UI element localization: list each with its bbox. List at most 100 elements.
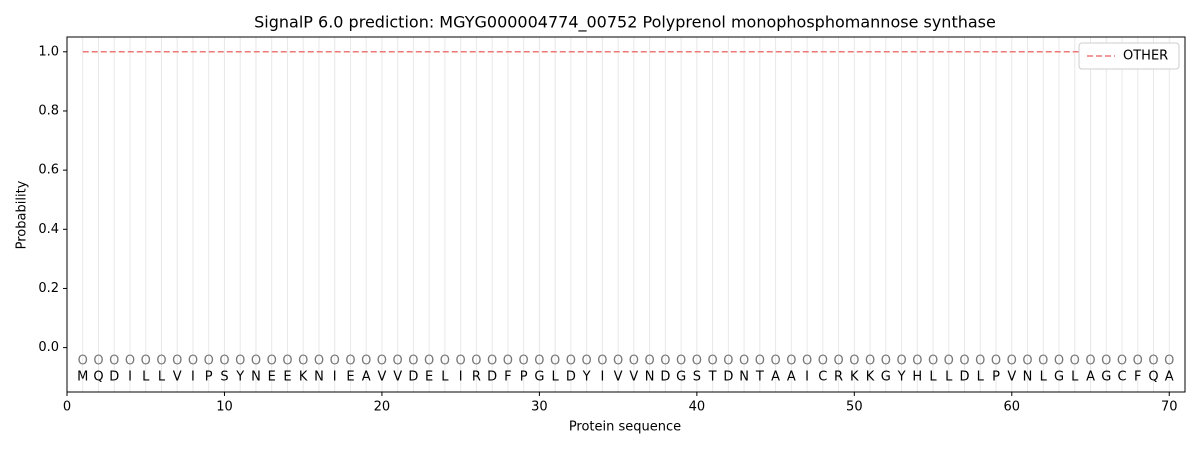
residue-label: N — [1023, 370, 1033, 385]
residue-label: E — [425, 370, 433, 385]
predicted-label: O — [597, 353, 607, 368]
predicted-label: O — [833, 353, 843, 368]
residue-label: C — [818, 370, 827, 385]
x-tick-label: 20 — [374, 400, 391, 415]
residue-label: L — [1040, 370, 1048, 385]
residue-label: N — [645, 370, 655, 385]
y-tick-label: 0.4 — [38, 222, 59, 237]
predicted-label: O — [928, 353, 938, 368]
predicted-label: O — [645, 353, 655, 368]
x-tick-label: 50 — [846, 400, 863, 415]
residue-label: F — [504, 370, 511, 385]
predicted-label: O — [188, 353, 198, 368]
predicted-label: O — [566, 353, 576, 368]
residue-label: G — [881, 370, 891, 385]
predicted-label: O — [440, 353, 450, 368]
predicted-label: O — [1007, 353, 1017, 368]
residue-label: L — [441, 370, 449, 385]
predicted-label: O — [975, 353, 985, 368]
legend-box — [1078, 42, 1180, 70]
y-tick-label: 0.8 — [38, 103, 59, 118]
predicted-label: O — [78, 353, 88, 368]
residue-label: A — [1165, 370, 1174, 385]
residue-label: I — [333, 370, 337, 385]
residue-label: L — [977, 370, 985, 385]
predicted-label: O — [408, 353, 418, 368]
predicted-label: O — [991, 353, 1001, 368]
residue-label: D — [660, 370, 670, 385]
residue-label: R — [472, 370, 481, 385]
residue-label: V — [377, 370, 386, 385]
predicted-label: O — [896, 353, 906, 368]
residue-label: Y — [897, 370, 906, 385]
residue-label: N — [314, 370, 324, 385]
residue-label: V — [393, 370, 402, 385]
residue-label: D — [960, 370, 970, 385]
residue-label: S — [220, 370, 228, 385]
predicted-label: O — [267, 353, 277, 368]
predicted-label: O — [865, 353, 875, 368]
predicted-label: O — [282, 353, 292, 368]
residue-label: G — [1101, 370, 1111, 385]
predicted-label: O — [251, 353, 261, 368]
predicted-label: O — [503, 353, 513, 368]
predicted-label: O — [660, 353, 670, 368]
x-tick-label: 10 — [216, 400, 233, 415]
predicted-label: O — [519, 353, 529, 368]
predicted-label: O — [1038, 353, 1048, 368]
residue-label: A — [787, 370, 796, 385]
predicted-label: O — [219, 353, 229, 368]
predicted-label: O — [235, 353, 245, 368]
residue-label: Q — [1148, 370, 1158, 385]
predicted-label: O — [802, 353, 812, 368]
predicted-label: O — [393, 353, 403, 368]
residue-label: E — [346, 370, 354, 385]
predicted-label: O — [156, 353, 166, 368]
y-tick-label: 0.0 — [38, 340, 59, 355]
predicted-label: O — [471, 353, 481, 368]
predicted-label: O — [786, 353, 796, 368]
predicted-label: O — [534, 353, 544, 368]
predicted-label: O — [944, 353, 954, 368]
predicted-label: O — [298, 353, 308, 368]
predicted-label: O — [849, 353, 859, 368]
predicted-label: O — [377, 353, 387, 368]
predicted-label: O — [345, 353, 355, 368]
predicted-label: O — [755, 353, 765, 368]
predicted-label: O — [818, 353, 828, 368]
predicted-label: O — [1070, 353, 1080, 368]
residue-label: P — [992, 370, 1000, 385]
residue-label: G — [534, 370, 544, 385]
residue-label: M — [77, 370, 88, 385]
residue-label: E — [268, 370, 276, 385]
predicted-label: O — [881, 353, 891, 368]
predicted-label: O — [487, 353, 497, 368]
residue-label: N — [251, 370, 261, 385]
residue-label: D — [566, 370, 576, 385]
residue-label: G — [676, 370, 686, 385]
predicted-label: O — [204, 353, 214, 368]
residue-label: T — [755, 370, 764, 385]
residue-label: V — [173, 370, 182, 385]
residue-label: T — [708, 370, 717, 385]
residue-label: A — [771, 370, 780, 385]
predicted-label: O — [424, 353, 434, 368]
legend-label: OTHER — [1123, 49, 1168, 64]
residue-label: A — [362, 370, 371, 385]
predicted-label: O — [1022, 353, 1032, 368]
residue-label: I — [459, 370, 463, 385]
predicted-label: O — [109, 353, 119, 368]
predicted-label: O — [1054, 353, 1064, 368]
residue-label: R — [834, 370, 843, 385]
residue-label: K — [850, 370, 859, 385]
residue-label: I — [128, 370, 132, 385]
y-tick-label: 0.2 — [38, 281, 59, 296]
predicted-label: O — [1133, 353, 1143, 368]
predicted-label: O — [141, 353, 151, 368]
residue-label: G — [1054, 370, 1064, 385]
residue-label: L — [1071, 370, 1079, 385]
y-tick-label: 1.0 — [38, 44, 59, 59]
y-tick-label: 0.6 — [38, 163, 59, 178]
residue-label: V — [1007, 370, 1016, 385]
